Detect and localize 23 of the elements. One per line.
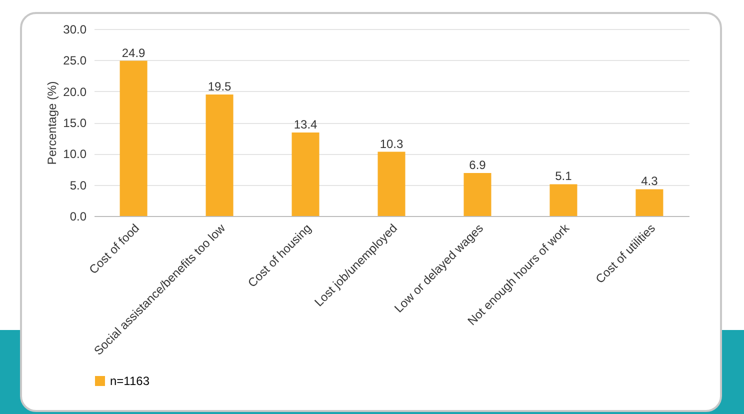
y-tick-label: 5.0 xyxy=(70,178,87,192)
y-tick-label: 0.0 xyxy=(70,210,87,224)
data-label: 6.9 xyxy=(469,158,486,172)
y-axis-title: Percentage (%) xyxy=(45,81,60,165)
legend-label: n=1163 xyxy=(110,374,150,388)
bar xyxy=(120,60,148,216)
bar xyxy=(292,132,320,216)
bar xyxy=(206,94,234,216)
data-label: 19.5 xyxy=(208,79,232,94)
bar xyxy=(464,172,492,216)
data-label: 5.1 xyxy=(555,169,572,184)
y-tick-label: 30.0 xyxy=(63,22,87,36)
bar xyxy=(550,184,578,216)
y-tick-label: 15.0 xyxy=(63,116,87,130)
bar xyxy=(378,152,406,216)
data-label: 24.9 xyxy=(122,46,146,60)
data-label: 10.3 xyxy=(380,136,404,151)
data-label: 13.4 xyxy=(294,117,318,132)
y-tick-label: 10.0 xyxy=(63,147,87,162)
data-label: 4.3 xyxy=(641,174,658,188)
y-tick-label: 20.0 xyxy=(63,84,87,99)
bar xyxy=(636,189,664,216)
y-tick-label: 25.0 xyxy=(63,54,87,68)
